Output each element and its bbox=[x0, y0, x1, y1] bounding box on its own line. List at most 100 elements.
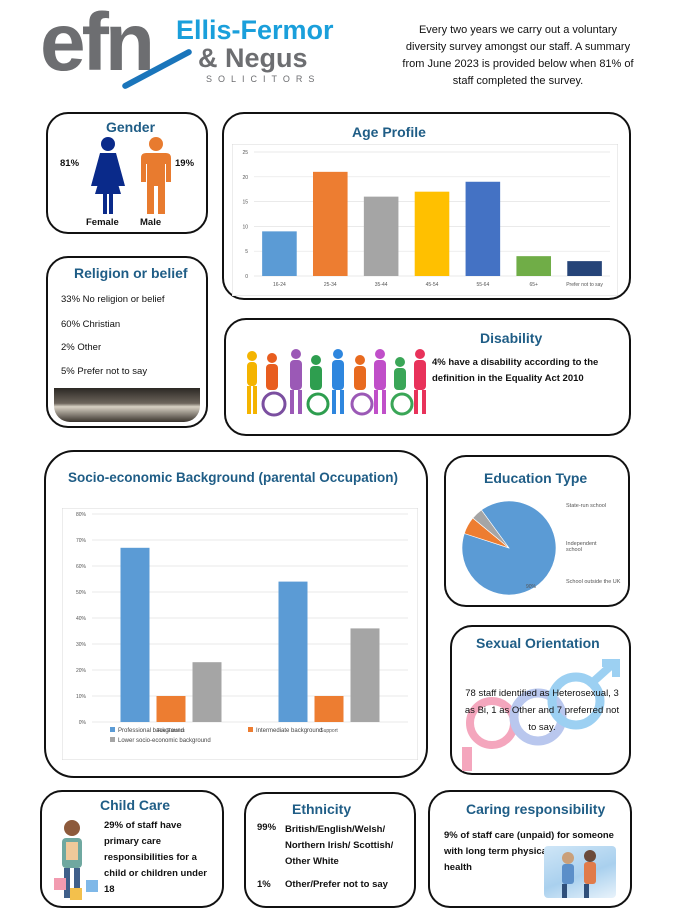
age-bar bbox=[363, 196, 399, 276]
female-label: Female bbox=[86, 217, 119, 228]
y-tick-label: 60% bbox=[76, 564, 87, 570]
female-figure-icon bbox=[91, 137, 125, 214]
ethnicity-label: British/English/Welsh/ Northern Irish/ S… bbox=[285, 824, 394, 867]
carer-photo bbox=[544, 846, 616, 898]
y-tick-label: 0% bbox=[79, 720, 87, 726]
pie-slice-label: 90% bbox=[526, 584, 537, 590]
y-tick-label: 25 bbox=[242, 150, 248, 156]
education-legend-item: State-run school bbox=[566, 503, 607, 509]
y-tick-label: 30% bbox=[76, 642, 87, 648]
age-bar bbox=[262, 231, 297, 276]
x-tick-label: 35-44 bbox=[375, 282, 388, 288]
male-label: Male bbox=[140, 217, 162, 228]
education-pie-chart: 90% bbox=[461, 500, 557, 596]
religion-title: Religion or belief bbox=[74, 265, 188, 281]
age-bar bbox=[516, 256, 552, 276]
y-tick-label: 5 bbox=[245, 249, 248, 255]
y-tick-label: 15 bbox=[242, 200, 248, 206]
education-title: Education Type bbox=[484, 470, 588, 486]
socio-bar bbox=[156, 696, 186, 722]
socio-bar bbox=[278, 581, 308, 722]
child-care-card: Child Care 29% of staff have primary car… bbox=[40, 790, 224, 908]
firm-name: Ellis-Fermor & Negus SOLICITORS bbox=[176, 16, 376, 84]
socio-bar bbox=[314, 696, 344, 722]
disability-card: Disability 4% have a disability accordin… bbox=[224, 318, 631, 436]
x-tick-label: Support bbox=[320, 728, 338, 734]
age-bar bbox=[567, 261, 602, 276]
legend-swatch bbox=[248, 727, 253, 732]
age-profile-chart: 0 5 10 15 20 25 16-24 25-34 35-44 45-54 55-64 65+ Pr… bbox=[232, 144, 618, 296]
gender-title: Gender bbox=[106, 119, 156, 135]
people-silhouettes-icon bbox=[247, 349, 426, 417]
y-tick-label: 20 bbox=[242, 175, 248, 181]
firm-name-line1: Ellis-Fermor bbox=[176, 15, 334, 45]
firm-logo: efn bbox=[40, 0, 193, 90]
age-profile-card: Age Profile 0 5 10 15 20 25 16-24 25-34 35-44 45-… bbox=[222, 112, 631, 300]
education-card: Education Type 90% State-run school Inde… bbox=[444, 455, 630, 607]
religion-item: 2% Other bbox=[61, 342, 102, 353]
female-percent: 81% bbox=[60, 158, 80, 169]
y-tick-label: 50% bbox=[76, 590, 87, 596]
male-figure-icon bbox=[141, 137, 171, 214]
age-bar bbox=[465, 181, 501, 276]
sexual-orientation-card: Sexual Orientation 78 staff identified a… bbox=[450, 625, 631, 775]
disability-text: 4% have a disability according to the de… bbox=[432, 357, 599, 384]
religion-item: 5% Prefer not to say bbox=[61, 366, 148, 377]
ethnicity-title: Ethnicity bbox=[292, 801, 352, 817]
socio-economic-title: Socio-economic Background (parental Occu… bbox=[68, 470, 399, 485]
religion-item: 33% No religion or belief bbox=[61, 294, 165, 305]
legend-swatch bbox=[110, 737, 115, 742]
y-tick-label: 0 bbox=[245, 274, 248, 280]
gender-symbols-icon bbox=[462, 659, 620, 771]
y-tick-label: 20% bbox=[76, 668, 87, 674]
gender-card: Gender 81% 19% Female Male bbox=[46, 112, 208, 234]
age-bar bbox=[414, 191, 450, 276]
x-tick-label: Fee Earners bbox=[157, 728, 185, 734]
education-legend-item: Independent school bbox=[566, 541, 597, 553]
legend-label: Intermediate background bbox=[256, 728, 322, 734]
age-bar bbox=[312, 171, 348, 276]
x-tick-label: Prefer not to say bbox=[566, 282, 603, 288]
firm-name-line2: & Negus bbox=[198, 43, 308, 73]
caring-text: 9% of staff care (unpaid) for someone wi… bbox=[444, 830, 614, 873]
legend-label: Lower socio-economic background bbox=[118, 738, 211, 744]
intro-text: Every two years we carry out a voluntary… bbox=[402, 24, 634, 87]
x-tick-label: 16-24 bbox=[273, 282, 286, 288]
education-legend-item: School outside the UK bbox=[566, 579, 621, 585]
x-tick-label: 55-64 bbox=[476, 282, 489, 288]
y-tick-label: 70% bbox=[76, 538, 87, 544]
caring-card: Caring responsibility 9% of staff care (… bbox=[428, 790, 632, 908]
pie-slice bbox=[472, 509, 510, 549]
socio-economic-card: Socio-economic Background (parental Occu… bbox=[44, 450, 428, 778]
logo-text: efn bbox=[40, 0, 155, 88]
ethnicity-card: Ethnicity 99% British/English/Welsh/ Nor… bbox=[244, 792, 416, 908]
religion-card: Religion or belief 33% No religion or be… bbox=[46, 256, 208, 428]
age-profile-title: Age Profile bbox=[352, 124, 426, 140]
socio-bar bbox=[350, 628, 380, 722]
y-tick-label: 10 bbox=[242, 224, 248, 230]
male-percent: 19% bbox=[175, 158, 195, 169]
x-tick-label: 45-54 bbox=[426, 282, 439, 288]
sexual-orientation-title: Sexual Orientation bbox=[476, 635, 600, 651]
religion-item: 60% Christian bbox=[61, 319, 121, 330]
parent-child-icon bbox=[54, 820, 98, 900]
child-care-title: Child Care bbox=[100, 797, 171, 813]
carer-people-icon bbox=[562, 850, 596, 898]
ethnicity-percent: 99% bbox=[257, 822, 277, 833]
socio-bar bbox=[120, 547, 150, 722]
x-tick-label: 25-34 bbox=[324, 282, 337, 288]
caring-title: Caring responsibility bbox=[466, 801, 606, 817]
disability-title: Disability bbox=[480, 330, 543, 346]
socio-bar bbox=[192, 662, 222, 722]
sexual-orientation-text: 78 staff identified as Heterosexual, 3 a… bbox=[464, 688, 620, 733]
ethnicity-percent: 1% bbox=[257, 879, 271, 890]
firm-name-line3: SOLICITORS bbox=[206, 74, 321, 84]
child-care-text: 29% of staff have primary care responsib… bbox=[104, 820, 207, 895]
y-tick-label: 40% bbox=[76, 616, 87, 622]
legend-label: Professional background bbox=[118, 728, 184, 734]
y-tick-label: 10% bbox=[76, 694, 87, 700]
legend-swatch bbox=[110, 727, 115, 732]
book-photo bbox=[54, 388, 200, 422]
y-tick-label: 80% bbox=[76, 512, 87, 518]
ethnicity-label: Other/Prefer not to say bbox=[285, 879, 388, 890]
